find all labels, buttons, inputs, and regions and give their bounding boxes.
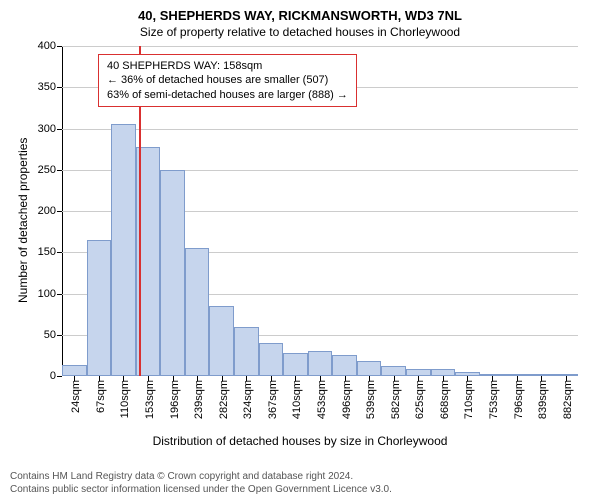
x-tick-label: 453sqm: [316, 376, 328, 419]
x-tick-label: 282sqm: [218, 376, 230, 419]
y-tick-label: 0: [50, 370, 62, 382]
x-tick-label: 153sqm: [144, 376, 156, 419]
chart-title: 40, SHEPHERDS WAY, RICKMANSWORTH, WD3 7N…: [0, 0, 600, 23]
y-tick-label: 400: [38, 40, 62, 52]
x-tick-label: 67sqm: [95, 376, 107, 413]
histogram-bar: [111, 124, 136, 376]
x-tick-label: 410sqm: [291, 376, 303, 419]
histogram-bar: [209, 306, 234, 376]
histogram-bar: [283, 353, 308, 376]
histogram-bar: [406, 369, 431, 376]
histogram-bar: [308, 351, 333, 376]
histogram-bar: [160, 170, 185, 376]
x-tick-label: 625sqm: [414, 376, 426, 419]
histogram-bar: [431, 369, 456, 376]
y-tick-label: 100: [38, 288, 62, 300]
x-axis-label: Distribution of detached houses by size …: [0, 434, 600, 448]
footer-attribution: Contains HM Land Registry data © Crown c…: [10, 471, 590, 496]
y-tick-label: 300: [38, 123, 62, 135]
y-tick-label: 200: [38, 205, 62, 217]
annotation-callout: 40 SHEPHERDS WAY: 158sqm← 36% of detache…: [98, 54, 357, 107]
x-tick-label: 324sqm: [242, 376, 254, 419]
histogram-bar: [185, 248, 210, 376]
plot-area: 05010015020025030035040024sqm67sqm110sqm…: [62, 46, 578, 376]
x-tick-label: 110sqm: [119, 376, 131, 418]
x-tick-label: 882sqm: [562, 376, 574, 419]
annotation-line: ← 36% of detached houses are smaller (50…: [107, 73, 348, 87]
histogram-bar: [62, 365, 87, 376]
x-tick-label: 24sqm: [70, 376, 82, 413]
x-tick-label: 196sqm: [169, 376, 181, 419]
x-tick-label: 367sqm: [267, 376, 279, 419]
y-tick-label: 50: [44, 329, 62, 341]
annotation-line: 63% of semi-detached houses are larger (…: [107, 88, 348, 102]
histogram-bar: [87, 240, 112, 376]
x-tick-label: 496sqm: [341, 376, 353, 419]
x-tick-label: 710sqm: [463, 376, 475, 419]
histogram-bar: [234, 327, 259, 377]
annotation-line: 40 SHEPHERDS WAY: 158sqm: [107, 59, 348, 73]
x-tick-label: 753sqm: [488, 376, 500, 419]
histogram-bar: [259, 343, 284, 376]
y-tick-label: 150: [38, 246, 62, 258]
x-tick-label: 796sqm: [513, 376, 525, 419]
x-tick-label: 668sqm: [439, 376, 451, 419]
footer-line-1: Contains HM Land Registry data © Crown c…: [10, 471, 590, 484]
chart-subtitle: Size of property relative to detached ho…: [0, 25, 600, 39]
histogram-bar: [357, 361, 382, 376]
x-tick-label: 539sqm: [365, 376, 377, 419]
histogram-bar: [332, 355, 357, 376]
x-tick-label: 582sqm: [390, 376, 402, 419]
footer-line-2: Contains public sector information licen…: [10, 484, 590, 497]
y-axis-label: Number of detached properties: [16, 138, 30, 303]
y-tick-label: 250: [38, 164, 62, 176]
x-tick-label: 239sqm: [193, 376, 205, 419]
y-tick-label: 350: [38, 81, 62, 93]
histogram-bar: [381, 366, 406, 376]
histogram-chart: 40, SHEPHERDS WAY, RICKMANSWORTH, WD3 7N…: [0, 0, 600, 500]
x-tick-label: 839sqm: [537, 376, 549, 419]
